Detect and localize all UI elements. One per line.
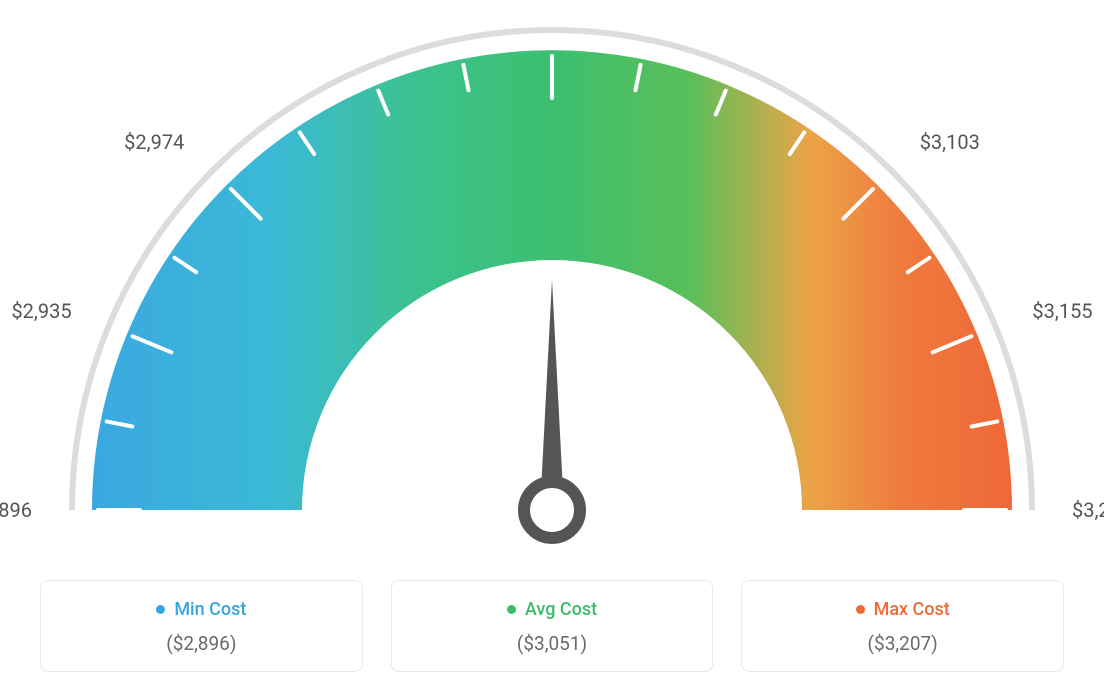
scale-label: $2,896	[0, 498, 32, 522]
legend-title-text: Max Cost	[874, 599, 950, 620]
legend-card-max: Max Cost ($3,207)	[741, 580, 1064, 672]
dot-icon	[856, 605, 865, 614]
dot-icon	[507, 605, 516, 614]
scale-label: $3,051	[517, 0, 587, 2]
legend-title-avg: Avg Cost	[507, 599, 597, 620]
legend-title-min: Min Cost	[156, 599, 246, 620]
legend-card-min: Min Cost ($2,896)	[40, 580, 363, 672]
legend-value-min: ($2,896)	[53, 632, 350, 655]
legend-value-avg: ($3,051)	[404, 632, 701, 655]
scale-label: $3,103	[920, 130, 980, 154]
legend-card-avg: Avg Cost ($3,051)	[391, 580, 714, 672]
legend-row: Min Cost ($2,896) Avg Cost ($3,051) Max …	[40, 580, 1064, 672]
scale-label: $2,974	[114, 130, 184, 154]
legend-value-max: ($3,207)	[754, 632, 1051, 655]
dot-icon	[156, 605, 165, 614]
gauge-chart: $2,896 $2,935 $2,974 $3,051 $3,103 $3,155 $3,2…	[0, 0, 1104, 560]
gauge-svg	[0, 0, 1104, 560]
legend-title-text: Min Cost	[174, 599, 246, 620]
scale-label: $3,207	[1072, 498, 1104, 522]
legend-title-text: Avg Cost	[525, 599, 597, 620]
scale-label: $2,935	[2, 299, 72, 323]
chart-container: $2,896 $2,935 $2,974 $3,051 $3,103 $3,155 $3,2…	[0, 0, 1104, 690]
legend-title-max: Max Cost	[856, 599, 950, 620]
scale-label: $3,155	[1032, 299, 1092, 323]
